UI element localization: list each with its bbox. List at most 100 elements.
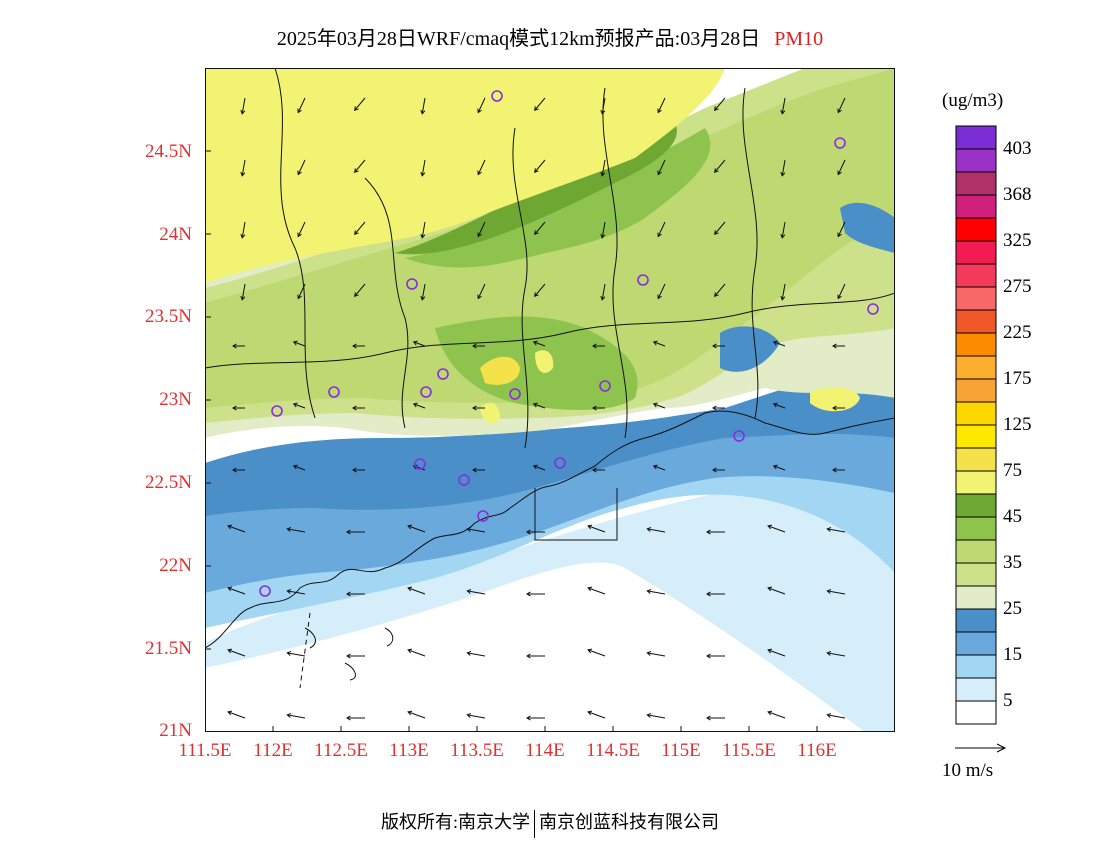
legend-color-box [955, 562, 997, 587]
wind-vector [653, 403, 666, 409]
wind-vector-head [227, 524, 233, 530]
wind-vector [657, 97, 666, 113]
legend-color-box [955, 654, 997, 679]
wind-vector [421, 283, 426, 300]
wind-vector [407, 649, 426, 657]
wind-vector-head [826, 712, 832, 718]
wind-vector-head [712, 343, 717, 349]
wind-vector [714, 221, 726, 235]
wind-vector-head [346, 653, 351, 659]
lakes-islands [304, 627, 394, 681]
wind-vector-head [286, 526, 292, 532]
wind-vector [407, 587, 426, 595]
legend-color-box [955, 286, 997, 311]
wind-vector [827, 652, 846, 657]
wind-vector [354, 221, 366, 235]
wind-vector [534, 221, 546, 235]
wind-vector [354, 97, 366, 111]
wind-vector-head [712, 405, 717, 411]
wind-vector [421, 159, 426, 176]
wind-vector-head [837, 232, 842, 238]
wind-vector-head [767, 524, 773, 530]
legend-tick-label: 125 [1003, 414, 1032, 435]
wind-vector-head [407, 586, 413, 592]
wind-vector-head [652, 464, 658, 470]
wind-vector [827, 590, 846, 595]
wind-vector-head [706, 529, 711, 535]
province-border-3 [602, 87, 628, 439]
wind-vector-head [832, 467, 837, 473]
wind-vector [587, 711, 606, 719]
wind-vector-head [227, 586, 233, 592]
wind-vector-head [346, 715, 351, 721]
lat-label-21: 21N [159, 720, 192, 741]
wind-vector [657, 221, 666, 237]
legend-tick-label: 75 [1003, 460, 1022, 481]
wind-vector-head [297, 294, 302, 300]
monitoring-stations [259, 90, 879, 597]
wind-vector [837, 159, 846, 175]
wind-vector-head [534, 230, 539, 235]
wind-vector [647, 652, 666, 657]
wind-vector [534, 159, 546, 173]
east-blue [840, 202, 895, 253]
wind-vector [767, 525, 786, 533]
legend-unit: (ug/m3) [942, 90, 1004, 111]
wind-vector [287, 528, 306, 533]
lat-label-24: 24N [159, 224, 192, 245]
lat-label-24-5: 24.5N [145, 141, 192, 162]
band-25 [205, 363, 895, 516]
wind-vector-head [534, 106, 539, 111]
wind-vector-head [472, 467, 477, 473]
dashed-border [299, 612, 311, 689]
legend-color-box [955, 217, 997, 242]
legend-color-box [955, 516, 997, 541]
wind-vector [533, 465, 546, 471]
wind-vector [297, 97, 306, 113]
hk-box [534, 488, 618, 541]
station-marker [637, 274, 649, 286]
wind-vector [767, 649, 786, 657]
wind-vector-head [657, 294, 662, 300]
wind-vector-head [600, 295, 606, 301]
province-border-1 [364, 177, 409, 429]
wind-vector [241, 221, 246, 238]
footer-copyright: 版权所有:南京大学 [380, 812, 530, 832]
wind-vector-head [767, 710, 773, 716]
wind-vector-head [466, 526, 472, 532]
province-border-5 [205, 292, 895, 369]
wind-vector [587, 587, 606, 595]
wind-vector-head [714, 292, 719, 297]
legend-color-box [955, 539, 997, 564]
wind-vector [467, 652, 486, 657]
wind-vector [773, 403, 786, 409]
wind-vector-head [780, 295, 786, 301]
lon-label-114: 114E [525, 740, 565, 761]
wind-vector-head [646, 650, 652, 656]
wind-vector-head [240, 295, 246, 301]
wind-vector-head [292, 340, 298, 346]
wind-vector [837, 97, 846, 113]
wind-vector-head [240, 171, 246, 177]
wind-vector-head [407, 648, 413, 654]
wind-vector-head [587, 710, 593, 716]
lat-label-23: 23N [159, 389, 192, 410]
wind-vector-head [826, 650, 832, 656]
hot-spot-2 [535, 350, 554, 373]
wind-vector-head [714, 106, 719, 111]
station-marker [328, 386, 340, 398]
wind-vector [601, 97, 606, 114]
east-blue-2 [720, 326, 780, 372]
wind-vector-head [767, 648, 773, 654]
wind-vector-head [532, 340, 538, 346]
lat-label-22-5: 22.5N [145, 472, 192, 493]
province-border-2 [512, 127, 529, 449]
wind-vector [421, 221, 426, 238]
wind-vector-head [352, 405, 357, 411]
lon-label-114-5: 114.5E [586, 740, 640, 761]
wind-vector-head [412, 340, 418, 346]
station-marker [477, 510, 489, 522]
wind-vector-head [286, 588, 292, 594]
wind-vector-head [532, 402, 538, 408]
wind-vector-head [532, 464, 538, 470]
